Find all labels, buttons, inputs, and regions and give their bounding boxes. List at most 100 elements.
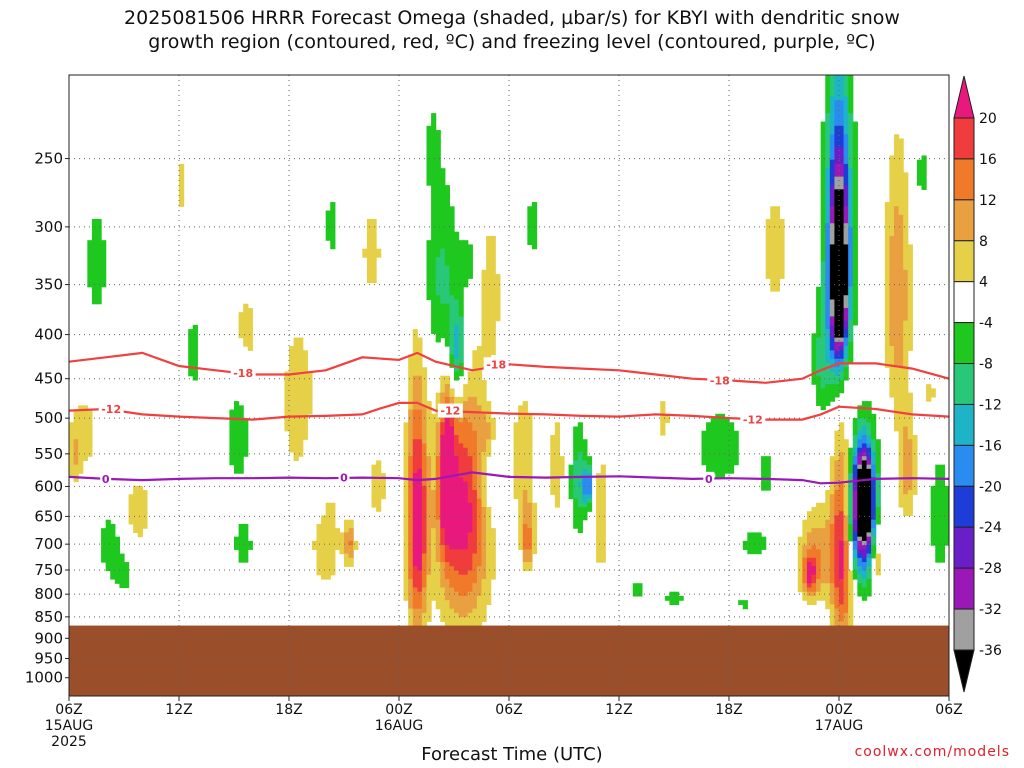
title-line-1: 2025081506 HRRR Forecast Omega (shaded, … — [124, 7, 900, 29]
omega-cell — [311, 540, 318, 550]
omega-cell — [761, 456, 767, 491]
omega-cell — [857, 456, 863, 466]
omega-cell — [848, 113, 854, 169]
omega-cell — [582, 468, 588, 478]
omega-cell — [825, 168, 831, 224]
omega-cell — [417, 591, 423, 610]
omega-cell — [839, 341, 845, 347]
omega-cell — [829, 159, 836, 186]
omega-cell — [481, 506, 487, 580]
omega-cell — [848, 227, 854, 288]
omega-cell — [715, 413, 721, 478]
omega-cell — [458, 240, 464, 317]
omega-cell — [463, 240, 469, 288]
contour-label-bg — [230, 365, 256, 380]
omega-cell — [907, 490, 913, 517]
omega-cell — [806, 549, 813, 559]
omega-cell — [444, 185, 451, 267]
omega-cell — [871, 519, 877, 529]
omega-cell — [454, 456, 460, 550]
omega-cell — [114, 536, 121, 584]
omega-cell — [843, 612, 849, 627]
omega-cell — [857, 574, 863, 584]
contour-label-bg — [338, 470, 350, 485]
omega-cell — [719, 413, 726, 478]
omega-cell — [458, 617, 464, 627]
omega-cell — [421, 485, 428, 555]
omega-cell — [486, 506, 492, 605]
omega-cell — [857, 536, 863, 542]
omega-cell — [866, 460, 872, 466]
omega-cell — [751, 532, 758, 555]
omega-cell — [747, 532, 753, 555]
omega-cell — [577, 422, 583, 453]
omega-cell — [843, 515, 849, 542]
omega-cell — [825, 329, 831, 364]
omega-cell — [852, 456, 858, 466]
omega-cell — [467, 456, 473, 504]
omega-cell — [238, 523, 244, 563]
colorbar-bin — [953, 444, 975, 487]
omega-cell — [486, 422, 492, 440]
omega-cell — [101, 528, 107, 563]
omega-cell — [421, 553, 428, 589]
contour-label-bg — [703, 471, 715, 486]
omega-cell — [852, 477, 858, 491]
omega-cell — [839, 189, 845, 339]
omega-cell — [412, 439, 418, 474]
omega-cell — [843, 185, 849, 207]
omega-cell — [857, 418, 863, 432]
omega-cell — [843, 244, 849, 296]
contour-label: -12 — [101, 403, 121, 416]
omega-cell — [825, 384, 831, 406]
omega-cell — [417, 439, 423, 470]
omega-cell — [334, 528, 341, 550]
x-tick-label: 18Z — [715, 702, 742, 718]
x-tick-date: 17AUG — [815, 718, 864, 734]
omega-cell — [839, 481, 845, 512]
contour-label: -18 — [233, 367, 253, 380]
omega-cell — [839, 451, 845, 483]
omega-cell — [866, 434, 872, 445]
omega-cell — [774, 206, 781, 292]
omega-cell — [861, 418, 868, 428]
omega-cell — [852, 121, 858, 326]
omega-cell — [417, 375, 423, 411]
omega-cell — [829, 316, 836, 326]
omega-cell — [293, 337, 299, 461]
omega-cell — [742, 540, 748, 550]
colorbar-bin — [953, 281, 975, 324]
omega-cell — [435, 422, 441, 457]
omega-cell — [921, 155, 927, 190]
omega-cell — [247, 307, 253, 351]
omega-cell — [463, 481, 469, 550]
omega-cell — [467, 612, 473, 627]
y-tick-label: 800 — [34, 585, 63, 603]
omega-cell — [820, 583, 826, 601]
colorbar-bin — [953, 649, 975, 693]
omega-cell — [829, 337, 836, 351]
omega-cell — [816, 578, 822, 593]
omega-cell — [848, 320, 854, 343]
contour-label-bg — [100, 471, 112, 486]
omega-cell — [816, 502, 822, 529]
omega-cell — [843, 540, 849, 614]
omega-cell — [449, 396, 455, 406]
omega-cell — [916, 159, 923, 186]
omega-cell — [586, 456, 593, 466]
omega-cell — [848, 168, 854, 229]
omega-cell — [458, 443, 464, 478]
omega-cell — [449, 354, 455, 368]
omega-cell — [871, 464, 877, 478]
omega-cell — [596, 473, 602, 563]
omega-cell — [289, 346, 295, 453]
contour-label-bg — [98, 402, 124, 417]
omega-cell — [454, 591, 460, 614]
omega-cell — [866, 443, 872, 449]
omega-cell — [376, 460, 382, 512]
omega-cell — [843, 320, 849, 330]
credit-link[interactable]: coolwx.com/models — [854, 744, 1010, 760]
omega-cell — [490, 418, 496, 440]
chart-title: 2025081506 HRRR Forecast Omega (shaded, … — [0, 6, 1024, 54]
omega-cell — [444, 562, 451, 580]
